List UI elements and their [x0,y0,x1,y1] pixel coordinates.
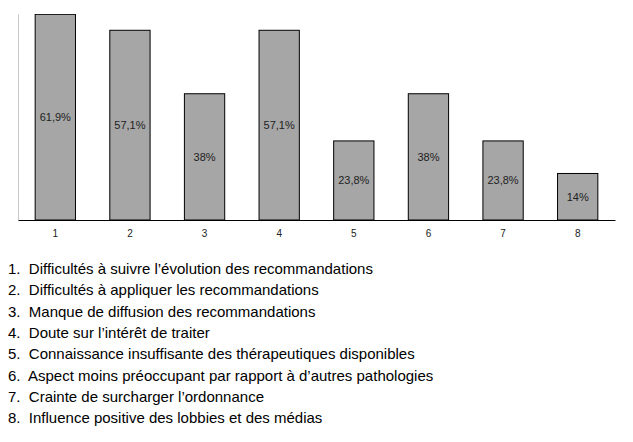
x-tick-label: 8 [575,228,581,239]
x-tick-label: 7 [500,228,506,239]
x-tick: 4 [276,220,282,239]
x-tick: 6 [426,220,432,239]
annotation: 4. Doute sur l’intérêt de traiter [8,324,210,341]
annotation: 6. Aspect moins préoccupant par rapport … [8,367,433,384]
annotation: 2. Difficultés à appliquer les recommand… [8,281,319,298]
x-tick-label: 6 [426,228,432,239]
data-label: 23,8% [338,174,369,186]
x-tick-label: 1 [53,228,59,239]
x-tick: 8 [575,220,581,239]
annotation: 3. Manque de diffusion des recommandatio… [8,303,315,320]
bar [110,30,150,220]
x-tick: 3 [202,220,208,239]
x-axis-line [19,220,616,221]
data-label: 23,8% [487,174,518,186]
data-label: 61,9% [40,111,71,123]
bar [483,141,523,220]
data-label: 57,1% [264,119,295,131]
x-tick: 1 [53,220,59,239]
data-label: 57,1% [114,119,145,131]
data-label: 38% [417,151,439,163]
data-labels: 61,9% 57,1% 38% 57,1% 23,8% 38% 23,8% 14% [40,111,589,203]
x-tick: 7 [500,220,506,239]
chart: 61,9% 57,1% 38% 57,1% 23,8% 38% 23,8% 14% 1 2 3 4 5 6… [0,0,633,442]
bar [259,30,299,220]
annotation: 1. Difficultés à suivre l’évolution des … [8,260,373,277]
data-label: 38% [194,151,216,163]
bar [558,173,598,220]
x-tick: 5 [351,220,357,239]
annotation: 5. Connaissance insuffisante des thérape… [8,345,415,362]
data-label: 14% [567,191,589,203]
bars [35,14,598,220]
annotation: 7. Crainte de surcharger l’ordonnance [8,388,264,405]
x-tick-label: 4 [276,228,282,239]
bar [35,14,75,220]
bar [184,94,224,220]
bar [334,141,374,220]
annotation: 8. Influence positive des lobbies et des… [8,409,322,426]
x-tick: 2 [127,220,133,239]
x-tick-label: 3 [202,228,208,239]
y-axis-line [18,15,19,221]
bar [408,94,448,220]
annotations: 1. Difficultés à suivre l’évolution des … [8,260,433,426]
x-axis: 1 2 3 4 5 6 7 8 [19,220,616,239]
y-axis [18,15,19,221]
x-tick-label: 5 [351,228,357,239]
plot: 61,9% 57,1% 38% 57,1% 23,8% 38% 23,8% 14% 1 2 3 4 5 6… [19,14,616,239]
x-tick-label: 2 [127,228,133,239]
